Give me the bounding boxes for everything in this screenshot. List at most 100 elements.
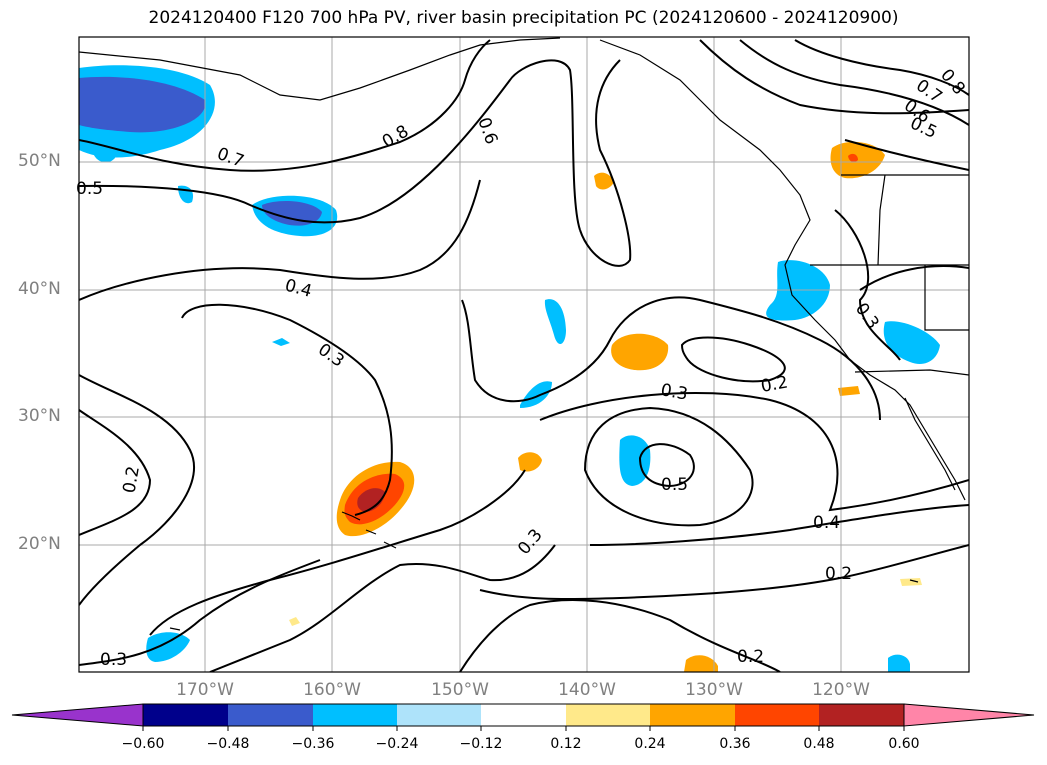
negative-anomaly <box>888 654 910 672</box>
lat-label: 40°N <box>18 279 61 299</box>
contour-label: 0.4 <box>813 513 840 533</box>
contour-label: 0.2 <box>825 564 852 584</box>
contour-line <box>79 39 491 172</box>
map-title: 2024120400 F120 700 hPa PV, river basin … <box>148 8 899 28</box>
contour-line <box>79 179 481 301</box>
contour-line <box>844 139 969 171</box>
colorbar-swatch <box>143 704 228 726</box>
negative-anomaly <box>146 632 190 662</box>
colorbar-swatch <box>650 704 735 726</box>
contour-label: 0.3 <box>314 340 348 372</box>
contour-label: 0.5 <box>661 475 688 495</box>
contour-label: 0.5 <box>76 179 103 199</box>
colorbar-tick-label: 0.12 <box>550 736 582 752</box>
colorbar <box>11 703 1035 731</box>
positive-anomaly <box>611 333 669 371</box>
colorbar-tick-label: −0.36 <box>291 736 335 752</box>
contour-line <box>79 374 195 606</box>
pv-contours <box>79 39 969 672</box>
contour-line <box>579 59 632 267</box>
positive-anomaly <box>594 172 614 190</box>
negative-anomaly <box>883 321 940 365</box>
contour-line <box>583 406 754 527</box>
contour-line <box>79 59 581 231</box>
colorbar-tick-label: −0.48 <box>206 736 250 752</box>
contour-label: 0.2 <box>119 465 143 495</box>
contour-line <box>79 409 152 536</box>
negative-anomaly <box>520 381 552 408</box>
contour-label: 0.6 <box>473 115 501 147</box>
contour-line <box>181 303 393 516</box>
coastline <box>169 579 919 631</box>
contour-line <box>479 544 969 601</box>
contour-line <box>834 209 901 361</box>
contour-line <box>794 39 969 96</box>
positive-anomaly <box>900 578 922 586</box>
positive-anomaly <box>848 153 858 163</box>
contour-label: 0.4 <box>283 276 314 302</box>
map-frame <box>78 36 970 673</box>
lat-label: 50°N <box>18 151 61 171</box>
coastline <box>599 39 966 501</box>
negative-anomaly <box>544 299 566 345</box>
colorbar-extend-low <box>11 703 144 727</box>
colorbar-swatch <box>228 704 313 726</box>
colorbar-tick-label: 0.48 <box>803 736 835 752</box>
coastline <box>79 37 561 101</box>
contour-line <box>638 443 695 488</box>
contour-line <box>739 39 969 126</box>
contour-label: 0.2 <box>759 373 789 397</box>
positive-anomaly <box>684 655 718 672</box>
contour-label: 0.3 <box>659 380 689 404</box>
positive-anomaly <box>289 617 300 626</box>
colorbar-tick-label: 0.24 <box>634 736 666 752</box>
positive-anomaly <box>357 488 385 512</box>
contour-label: 0.3 <box>514 525 547 559</box>
contour-line <box>699 39 969 115</box>
coastlines <box>79 37 969 631</box>
colorbar-outline <box>142 703 905 727</box>
positive-anomaly <box>838 386 860 396</box>
lon-label: 170°W <box>176 680 234 700</box>
border <box>854 369 969 376</box>
lat-label: 30°N <box>18 406 61 426</box>
contour-line <box>589 504 969 546</box>
border <box>924 265 969 331</box>
contour-line <box>461 296 881 421</box>
lon-label: 140°W <box>558 680 616 700</box>
colorbar-tick-label: 0.36 <box>719 736 751 752</box>
contour-label: 0.7 <box>214 144 246 172</box>
colorbar-swatch <box>735 704 819 726</box>
colorbar-tick-label: 0.60 <box>888 736 920 752</box>
colorbar-swatch <box>481 704 566 726</box>
negative-anomaly <box>79 76 206 133</box>
lon-label: 150°W <box>431 680 489 700</box>
colorbar-swatch <box>566 704 650 726</box>
lat-label: 20°N <box>18 534 61 554</box>
contour-label: 0.3 <box>100 650 127 670</box>
colorbar-swatch <box>397 704 481 726</box>
colorbar-swatch <box>313 704 397 726</box>
contour-line <box>79 559 321 666</box>
contour-line <box>539 391 969 512</box>
contour-label: 0.2 <box>737 647 764 667</box>
negative-anomaly <box>262 200 322 226</box>
negative-anomaly <box>619 435 651 486</box>
negative-anomaly <box>272 338 290 346</box>
colorbar-tick-label: −0.12 <box>459 736 503 752</box>
lon-label: 120°W <box>812 680 870 700</box>
colorbar-tick-label: −0.24 <box>375 736 419 752</box>
coastline <box>904 397 956 491</box>
colorbar-ticks <box>142 726 905 731</box>
contour-label: 0.3 <box>851 299 883 333</box>
contour-line <box>209 544 556 672</box>
colorbar-extend-high <box>903 703 1035 727</box>
contour-line <box>149 469 526 636</box>
colorbar-tick-label: −0.60 <box>121 736 165 752</box>
colorbar-swatch <box>819 704 904 726</box>
negative-anomaly <box>178 185 194 204</box>
lon-label: 130°W <box>685 680 743 700</box>
contour-line <box>680 336 786 383</box>
lon-label: 160°W <box>303 680 361 700</box>
